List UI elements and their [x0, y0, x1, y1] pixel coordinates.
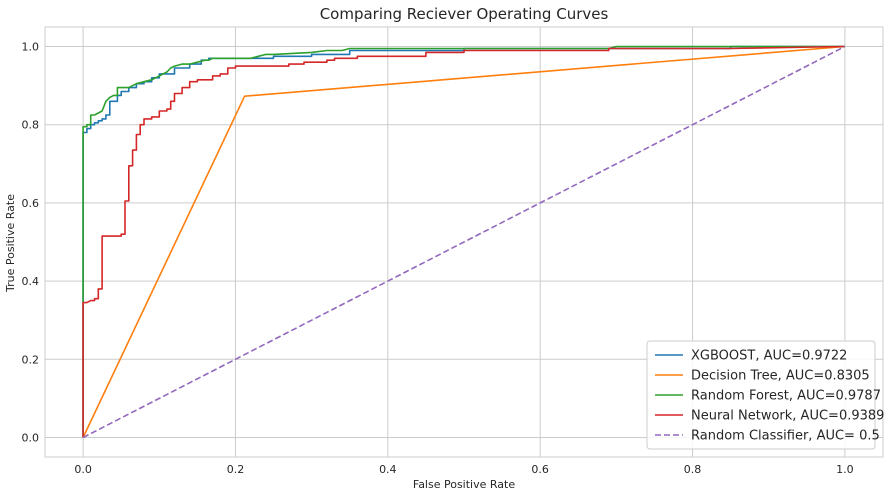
chart-title: Comparing Reciever Operating Curves — [320, 5, 609, 23]
legend-box — [646, 340, 876, 450]
x-tick-label: 0.2 — [227, 463, 245, 476]
x-tick-label: 0.6 — [531, 463, 549, 476]
x-tick-label: 0.4 — [379, 463, 397, 476]
series-line-4 — [82, 45, 846, 439]
legend: XGBOOST, AUC=0.9722 Decision Tree, AUC=0.… — [646, 340, 884, 450]
grid-lines — [45, 27, 883, 457]
y-tick-label: 0.8 — [22, 119, 40, 132]
y-tick-label: 0.0 — [22, 431, 40, 444]
x-tick-label: 1.0 — [836, 463, 854, 476]
series-line-1 — [82, 45, 845, 438]
y-tick-label: 0.4 — [22, 275, 40, 288]
legend-label-1: Decision Tree, AUC=0.8305 — [691, 369, 870, 384]
x-tick-label: 0.0 — [74, 463, 92, 476]
y-tick-label: 1.0 — [22, 41, 40, 54]
series-lines — [82, 45, 846, 439]
series-line-3 — [82, 45, 845, 438]
series-line-0 — [82, 45, 845, 438]
x-tick-label: 0.8 — [684, 463, 702, 476]
tick-labels: 0.0 0.2 0.4 0.6 0.8 1.0 0.0 0.2 0.4 0.6 0.8 1.0 — [22, 41, 854, 476]
x-axis-label: False Positive Rate — [413, 478, 515, 491]
legend-label-2: Random Forest, AUC=0.9787 — [691, 389, 881, 404]
series-line-2 — [82, 45, 845, 438]
y-tick-label: 0.6 — [22, 197, 40, 210]
legend-label-0: XGBOOST, AUC=0.9722 — [691, 349, 847, 364]
legend-label-3: Neural Network, AUC=0.9389 — [691, 409, 884, 424]
y-tick-label: 0.2 — [22, 353, 40, 366]
legend-items: XGBOOST, AUC=0.9722 Decision Tree, AUC=0.… — [655, 349, 884, 444]
y-axis-label: True Positive Rate — [4, 194, 17, 293]
legend-label-4: Random Classifier, AUC= 0.5 — [691, 429, 880, 444]
